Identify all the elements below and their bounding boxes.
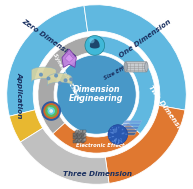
- Circle shape: [47, 77, 50, 80]
- Polygon shape: [47, 73, 72, 86]
- Text: Zero Dimension: Zero Dimension: [20, 18, 76, 60]
- Polygon shape: [122, 124, 141, 126]
- Bar: [83, 134, 86, 137]
- Circle shape: [55, 74, 57, 77]
- Circle shape: [64, 79, 67, 82]
- Circle shape: [108, 125, 128, 144]
- Bar: [76, 130, 79, 133]
- Polygon shape: [90, 39, 100, 49]
- Bar: [83, 130, 86, 133]
- Bar: [83, 138, 86, 141]
- Bar: [81, 140, 84, 143]
- Bar: [80, 134, 83, 137]
- Wedge shape: [53, 123, 140, 153]
- Wedge shape: [105, 105, 185, 183]
- Polygon shape: [62, 49, 76, 67]
- Polygon shape: [31, 67, 56, 82]
- Wedge shape: [38, 36, 96, 134]
- Circle shape: [43, 103, 59, 119]
- Text: Dimension: Dimension: [73, 85, 120, 94]
- Polygon shape: [124, 121, 142, 123]
- Wedge shape: [96, 36, 155, 134]
- Bar: [74, 136, 76, 139]
- Bar: [77, 140, 80, 143]
- Circle shape: [113, 129, 117, 133]
- Bar: [82, 139, 85, 142]
- FancyBboxPatch shape: [125, 62, 147, 72]
- Bar: [80, 130, 83, 133]
- Text: Synergetic Effect: Synergetic Effect: [52, 53, 80, 100]
- Bar: [78, 135, 81, 138]
- Circle shape: [40, 73, 42, 76]
- Bar: [75, 139, 78, 142]
- Wedge shape: [7, 6, 88, 116]
- Bar: [77, 132, 80, 136]
- Bar: [82, 135, 85, 138]
- Bar: [81, 136, 84, 139]
- Bar: [77, 136, 80, 139]
- Polygon shape: [119, 130, 137, 132]
- Text: One Dimension: One Dimension: [118, 19, 172, 59]
- Text: Two Dimension: Two Dimension: [147, 84, 187, 137]
- Circle shape: [47, 107, 50, 110]
- Circle shape: [70, 78, 73, 81]
- Circle shape: [85, 36, 105, 55]
- Bar: [80, 138, 83, 141]
- Ellipse shape: [124, 62, 127, 72]
- Text: Engineering: Engineering: [69, 94, 124, 103]
- Text: Application: Application: [17, 72, 23, 119]
- Bar: [78, 139, 81, 142]
- Circle shape: [58, 82, 61, 84]
- Ellipse shape: [145, 62, 148, 72]
- Text: Size Effect: Size Effect: [103, 62, 133, 81]
- Text: Electronic Effect: Electronic Effect: [76, 143, 124, 148]
- Bar: [74, 140, 76, 143]
- Bar: [74, 132, 76, 136]
- Bar: [76, 138, 79, 141]
- Polygon shape: [120, 127, 139, 129]
- Bar: [82, 131, 85, 134]
- Bar: [76, 134, 79, 137]
- Bar: [75, 135, 78, 138]
- Polygon shape: [65, 54, 73, 62]
- Circle shape: [45, 105, 57, 117]
- Bar: [75, 131, 78, 134]
- Circle shape: [49, 109, 53, 113]
- Polygon shape: [117, 133, 136, 135]
- Bar: [78, 131, 81, 134]
- Circle shape: [47, 107, 55, 115]
- Circle shape: [41, 101, 61, 121]
- Circle shape: [89, 38, 95, 43]
- Text: Three Dimension: Three Dimension: [63, 170, 132, 177]
- Wedge shape: [84, 5, 186, 110]
- Bar: [81, 132, 84, 136]
- Wedge shape: [20, 128, 109, 184]
- Circle shape: [57, 55, 136, 134]
- Wedge shape: [9, 110, 43, 142]
